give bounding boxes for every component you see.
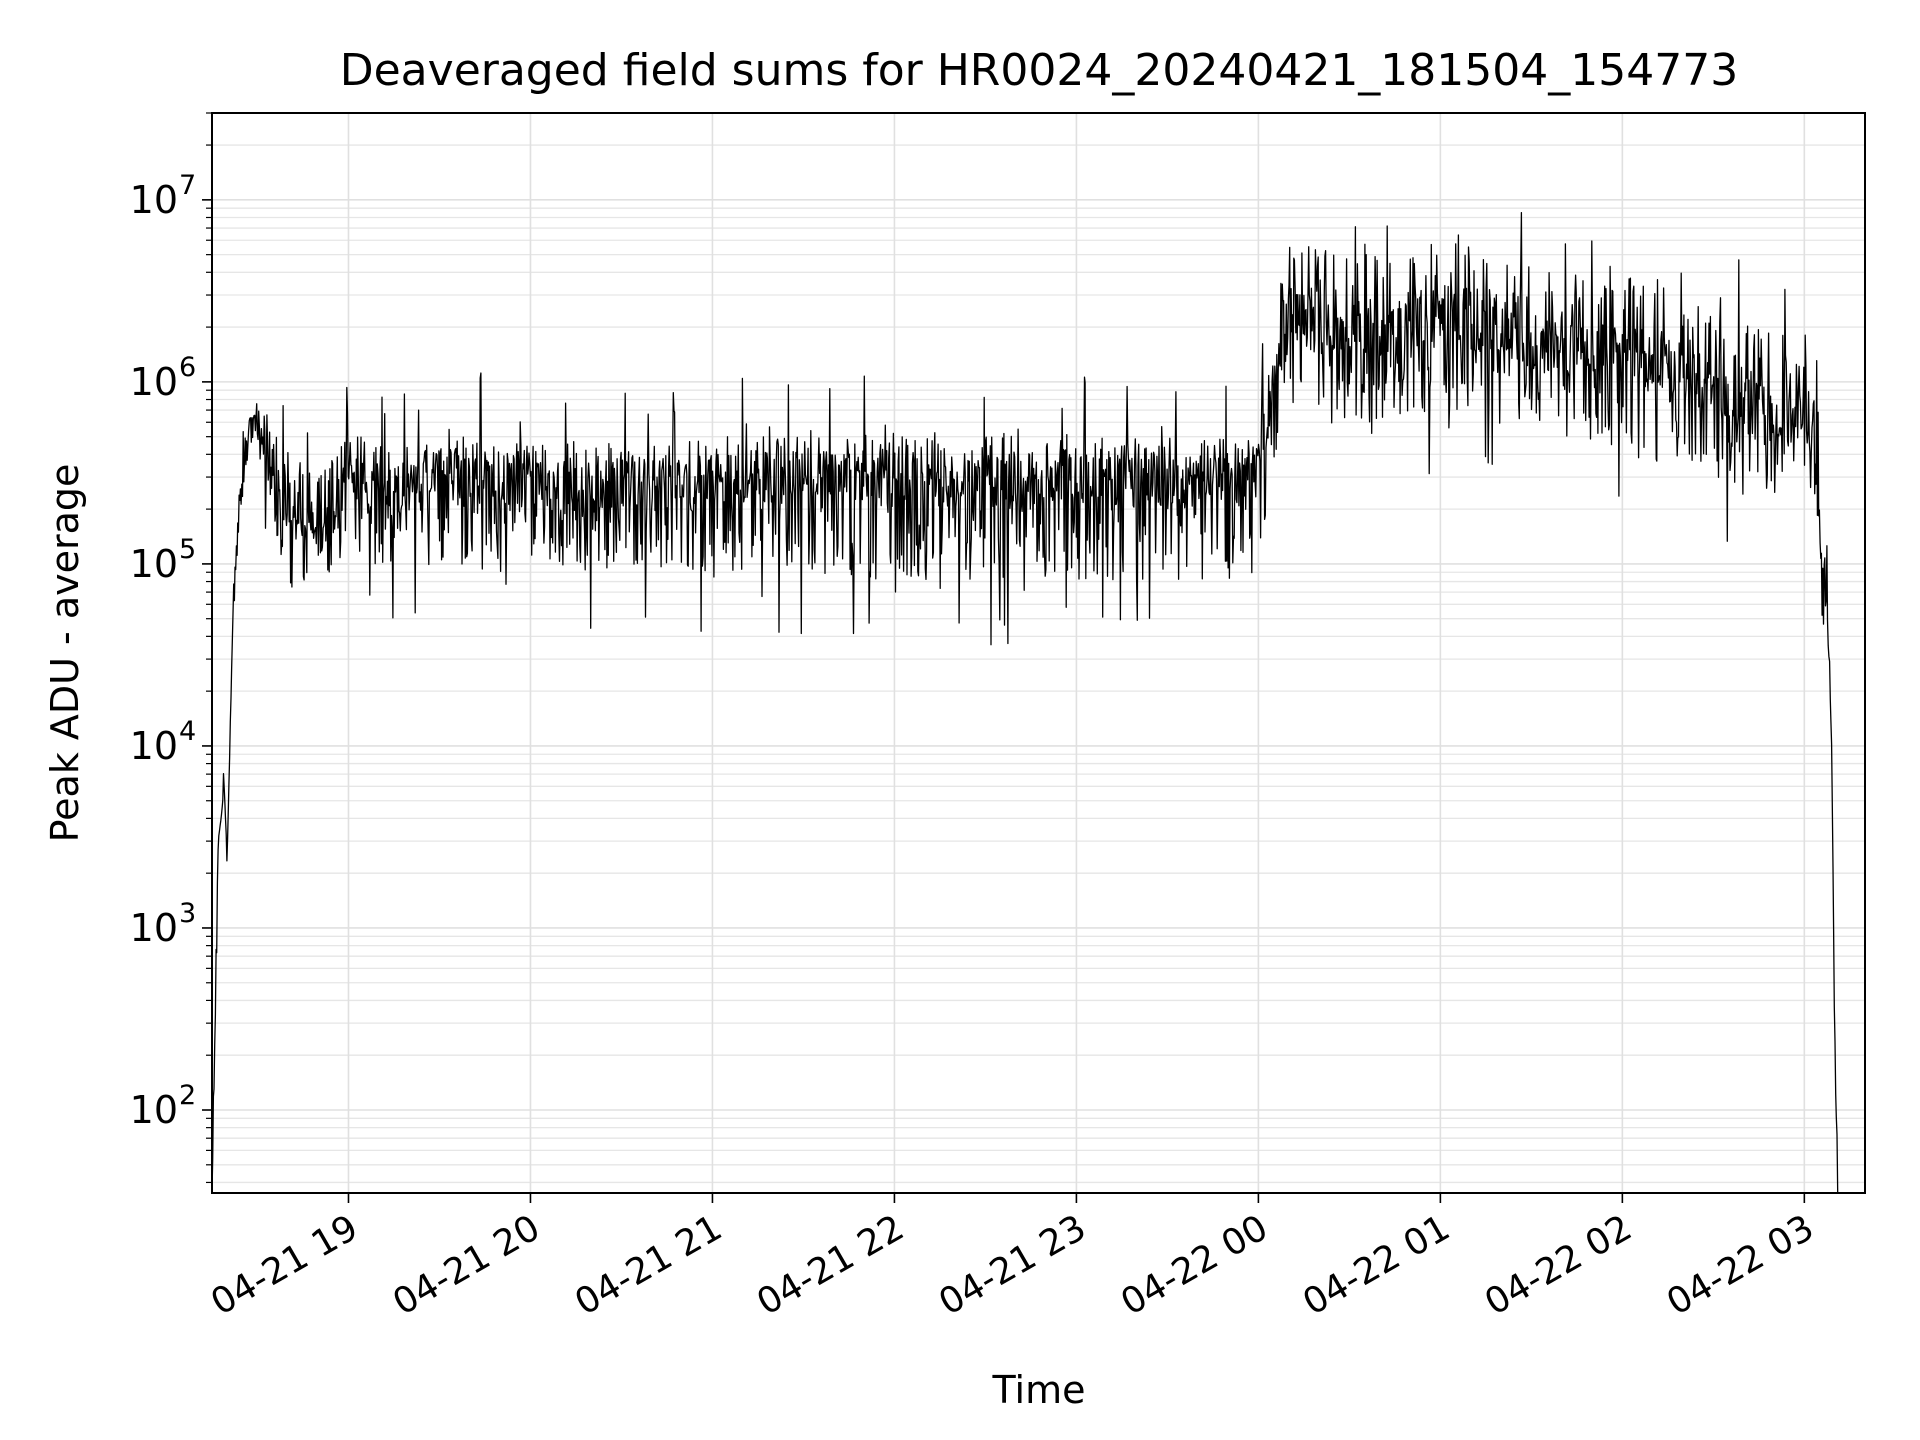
y-tick-exponent: 7 xyxy=(179,170,196,201)
y-tick-label: 10 xyxy=(130,360,178,404)
y-tick-label: 10 xyxy=(130,724,178,768)
chart-title: Deaveraged field sums for HR0024_2024042… xyxy=(340,45,1739,96)
y-tick-label: 10 xyxy=(130,1088,178,1132)
series-line xyxy=(211,211,1839,1194)
y-tick-exponent: 5 xyxy=(179,534,196,565)
y-tick-exponent: 4 xyxy=(179,716,196,747)
y-tick-label: 10 xyxy=(130,906,178,950)
plot-frame xyxy=(211,112,1866,1194)
y-tick-exponent: 3 xyxy=(179,898,196,929)
x-axis-label: Time xyxy=(992,1368,1086,1412)
y-tick-exponent: 6 xyxy=(179,352,196,383)
y-tick-exponent: 2 xyxy=(179,1080,196,1111)
series-line-group xyxy=(211,211,1839,1194)
y-tick-label: 10 xyxy=(130,178,178,222)
y-axis-label: Peak ADU - average xyxy=(43,464,87,843)
y-tick-label: 10 xyxy=(130,542,178,586)
